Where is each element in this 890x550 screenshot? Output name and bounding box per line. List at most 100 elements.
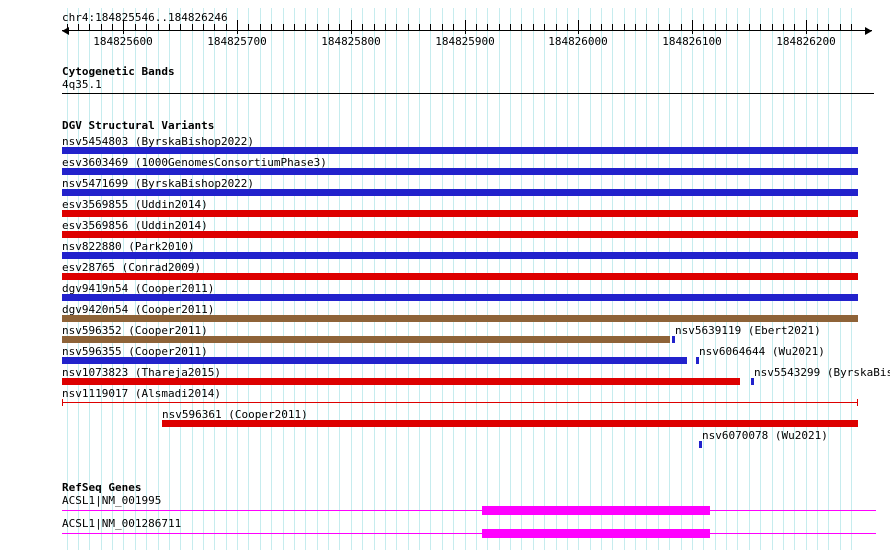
tick-label: 184825700 — [207, 35, 267, 48]
region-label: chr4:184825546..184826246 — [62, 11, 228, 24]
variant-row: nsv596355 (Cooper2011) nsv6064644 (Wu2021… — [0, 346, 890, 367]
minor-tick — [260, 24, 261, 30]
variant-label[interactable]: nsv1073823 (Thareja2015) — [62, 366, 221, 379]
variant-label[interactable]: nsv596352 (Cooper2011) — [62, 324, 208, 337]
minor-tick — [442, 24, 443, 30]
cytoband-line[interactable] — [62, 93, 874, 94]
minor-tick — [772, 24, 773, 30]
minor-tick — [726, 24, 727, 30]
gene-exon-box[interactable] — [482, 506, 710, 515]
variant-label[interactable]: nsv5454803 (ByrskaBishop2022) — [62, 135, 255, 148]
minor-tick — [203, 24, 204, 30]
variant-label[interactable]: nsv5471699 (ByrskaBishop2022) — [62, 177, 255, 190]
variant-row: dgv9419n54 (Cooper2011) — [0, 283, 890, 304]
variant-bar[interactable] — [62, 315, 858, 322]
variant-bar[interactable] — [62, 378, 740, 385]
variant-row: esv3569856 (Uddin2014) — [0, 220, 890, 241]
tick-label: 184825600 — [93, 35, 153, 48]
minor-tick — [669, 24, 670, 30]
minor-tick — [635, 24, 636, 30]
variant-label[interactable]: nsv5543299 (ByrskaBishop2022) — [754, 366, 890, 379]
variant-label[interactable]: nsv6064644 (Wu2021) — [699, 345, 825, 358]
cytoband-label[interactable]: 4q35.1 — [62, 78, 102, 91]
major-tick — [351, 20, 352, 34]
minor-tick — [419, 24, 420, 30]
major-tick — [578, 20, 579, 34]
variant-label[interactable]: nsv1119017 (Alsmadi2014) — [62, 387, 221, 400]
minor-tick — [681, 24, 682, 30]
gene-exon-box[interactable] — [482, 529, 710, 538]
variant-bar[interactable] — [62, 168, 858, 175]
variant-bar[interactable] — [62, 210, 858, 217]
variant-label[interactable]: esv28765 (Conrad2009) — [62, 261, 202, 274]
minor-tick — [453, 24, 454, 30]
variant-bar[interactable] — [62, 336, 670, 343]
variant-label[interactable]: nsv596361 (Cooper2011) — [162, 408, 308, 421]
minor-tick — [89, 24, 90, 30]
minor-tick — [78, 24, 79, 30]
ruler-arrow-right-icon — [865, 27, 872, 35]
gene-label[interactable]: ACSL1|NM_001286711 — [62, 517, 182, 530]
variant-label[interactable]: nsv596355 (Cooper2011) — [62, 345, 208, 358]
variant-row: nsv5454803 (ByrskaBishop2022) — [0, 136, 890, 157]
variant-label[interactable]: esv3603469 (1000GenomesConsortiumPhase3) — [62, 156, 327, 169]
variant-bar[interactable] — [62, 189, 858, 196]
minor-tick — [533, 24, 534, 30]
variant-label[interactable]: nsv822880 (Park2010) — [62, 240, 195, 253]
minor-tick — [226, 24, 227, 30]
variant-bar[interactable] — [62, 252, 858, 259]
variant-row: nsv6070078 (Wu2021) — [0, 430, 890, 451]
minor-tick — [430, 24, 431, 30]
minor-tick — [385, 24, 386, 30]
variant-label[interactable]: nsv5639119 (Ebert2021) — [675, 324, 821, 337]
minor-tick — [760, 24, 761, 30]
variant-point[interactable] — [699, 441, 702, 448]
tick-label: 184826100 — [662, 35, 722, 48]
variant-row: esv28765 (Conrad2009) — [0, 262, 890, 283]
variant-bar[interactable] — [62, 294, 858, 301]
minor-tick — [192, 24, 193, 30]
minor-tick — [135, 24, 136, 30]
minor-tick — [840, 24, 841, 30]
minor-tick — [612, 24, 613, 30]
minor-tick — [374, 24, 375, 30]
variant-label[interactable]: esv3569855 (Uddin2014) — [62, 198, 208, 211]
tick-label: 184826200 — [776, 35, 836, 48]
variant-point[interactable] — [696, 357, 699, 364]
minor-tick — [794, 24, 795, 30]
minor-tick — [521, 24, 522, 30]
minor-tick — [362, 24, 363, 30]
variant-point[interactable] — [672, 336, 675, 343]
variant-label[interactable]: dgv9419n54 (Cooper2011) — [62, 282, 215, 295]
minor-tick — [499, 24, 500, 30]
minor-tick — [624, 24, 625, 30]
gene-label[interactable]: ACSL1|NM_001995 — [62, 494, 162, 507]
minor-tick — [851, 24, 852, 30]
variant-row: esv3569855 (Uddin2014) — [0, 199, 890, 220]
minor-tick — [339, 24, 340, 30]
variant-row: dgv9420n54 (Cooper2011) — [0, 304, 890, 325]
section-title: RefSeq Genes — [62, 481, 142, 494]
minor-tick — [487, 24, 488, 30]
variant-label[interactable]: nsv6070078 (Wu2021) — [702, 429, 828, 442]
coordinate-ruler: chr4:184825546..184826246 184825600 18482… — [0, 8, 890, 58]
variant-bar[interactable] — [62, 231, 858, 238]
minor-tick — [476, 24, 477, 30]
minor-tick — [408, 24, 409, 30]
gene-row: ACSL1|NM_001286711 — [0, 518, 890, 540]
variant-segment-line[interactable] — [62, 402, 858, 403]
variant-label[interactable]: dgv9420n54 (Cooper2011) — [62, 303, 215, 316]
minor-tick — [590, 24, 591, 30]
variant-bar[interactable] — [62, 273, 858, 280]
variant-row: esv3603469 (1000GenomesConsortiumPhase3) — [0, 157, 890, 178]
variant-bar[interactable] — [162, 420, 858, 427]
gene-connector-line — [62, 533, 876, 534]
major-tick — [806, 20, 807, 34]
variant-label[interactable]: esv3569856 (Uddin2014) — [62, 219, 208, 232]
variant-bar[interactable] — [62, 147, 858, 154]
tick-label: 184825800 — [321, 35, 381, 48]
variant-row: nsv596352 (Cooper2011) nsv5639119 (Ebert2… — [0, 325, 890, 346]
ruler-arrow-left-icon — [62, 27, 69, 35]
variant-bar[interactable] — [62, 357, 687, 364]
variant-point[interactable] — [751, 378, 754, 385]
